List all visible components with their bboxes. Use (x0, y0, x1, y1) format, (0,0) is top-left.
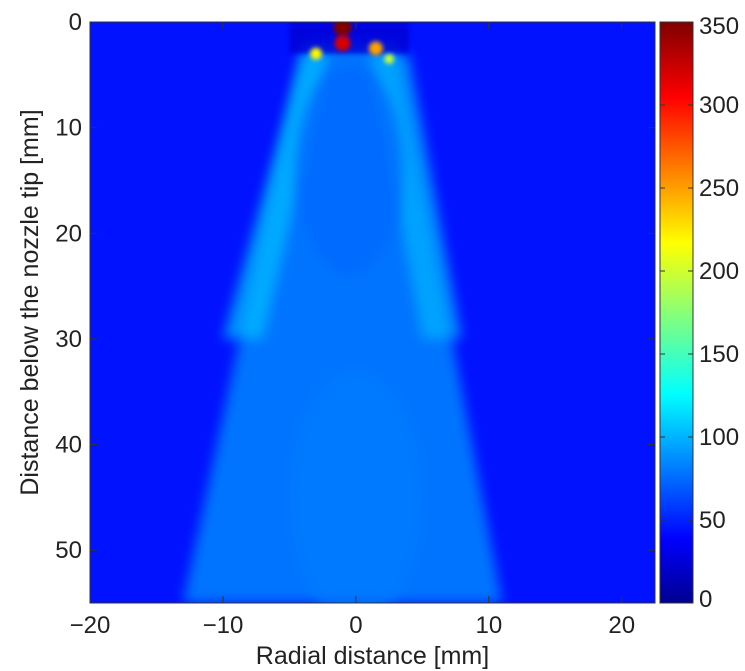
nozzle-hotspot (334, 35, 351, 52)
spray-lower-core (289, 370, 423, 603)
colorbar: 0 50 100 150 200 250 300 350 (659, 13, 739, 613)
nozzle-hotspot (384, 53, 395, 64)
y-tick-label: 0 (69, 9, 82, 36)
x-tick-label: 10 (475, 612, 502, 639)
colorbar-gradient (659, 21, 694, 604)
y-axis: 0 10 20 30 40 50 (55, 9, 655, 564)
colorbar-tick-label: 0 (699, 586, 712, 613)
colorbar-ticks: 0 50 100 150 200 250 300 350 (660, 13, 739, 613)
nozzle-hotspot (310, 47, 322, 60)
y-tick-label: 50 (55, 537, 82, 564)
x-tick-label: 0 (349, 612, 362, 639)
x-axis: −20 −10 0 10 20 (70, 22, 635, 639)
plot-frame (89, 21, 656, 604)
x-tick-label: −10 (203, 612, 244, 639)
y-tick-label: 20 (55, 220, 82, 247)
colorbar-tick-label: 250 (699, 175, 739, 202)
x-tick-label: 20 (608, 612, 635, 639)
heatmap-panel (89, 21, 656, 604)
y-axis-label: Distance below the nozzle tip [mm] (16, 109, 44, 495)
x-tick-label: −20 (70, 612, 111, 639)
nozzle-hotspot (333, 22, 352, 37)
y-tick-label: 10 (55, 115, 82, 142)
x-axis-label: Radial distance [mm] (256, 642, 489, 670)
colorbar-tick-label: 350 (699, 13, 739, 40)
colorbar-tick-label: 300 (699, 92, 739, 119)
colorbar-tick-label: 150 (699, 341, 739, 368)
colorbar-tick-label: 50 (699, 507, 726, 534)
spray-core (296, 64, 403, 276)
y-tick-label: 30 (55, 326, 82, 353)
nozzle-hotspot (368, 41, 383, 56)
colorbar-tick-label: 100 (699, 424, 739, 451)
y-tick-label: 40 (55, 432, 82, 459)
colorbar-tick-label: 200 (699, 258, 739, 285)
